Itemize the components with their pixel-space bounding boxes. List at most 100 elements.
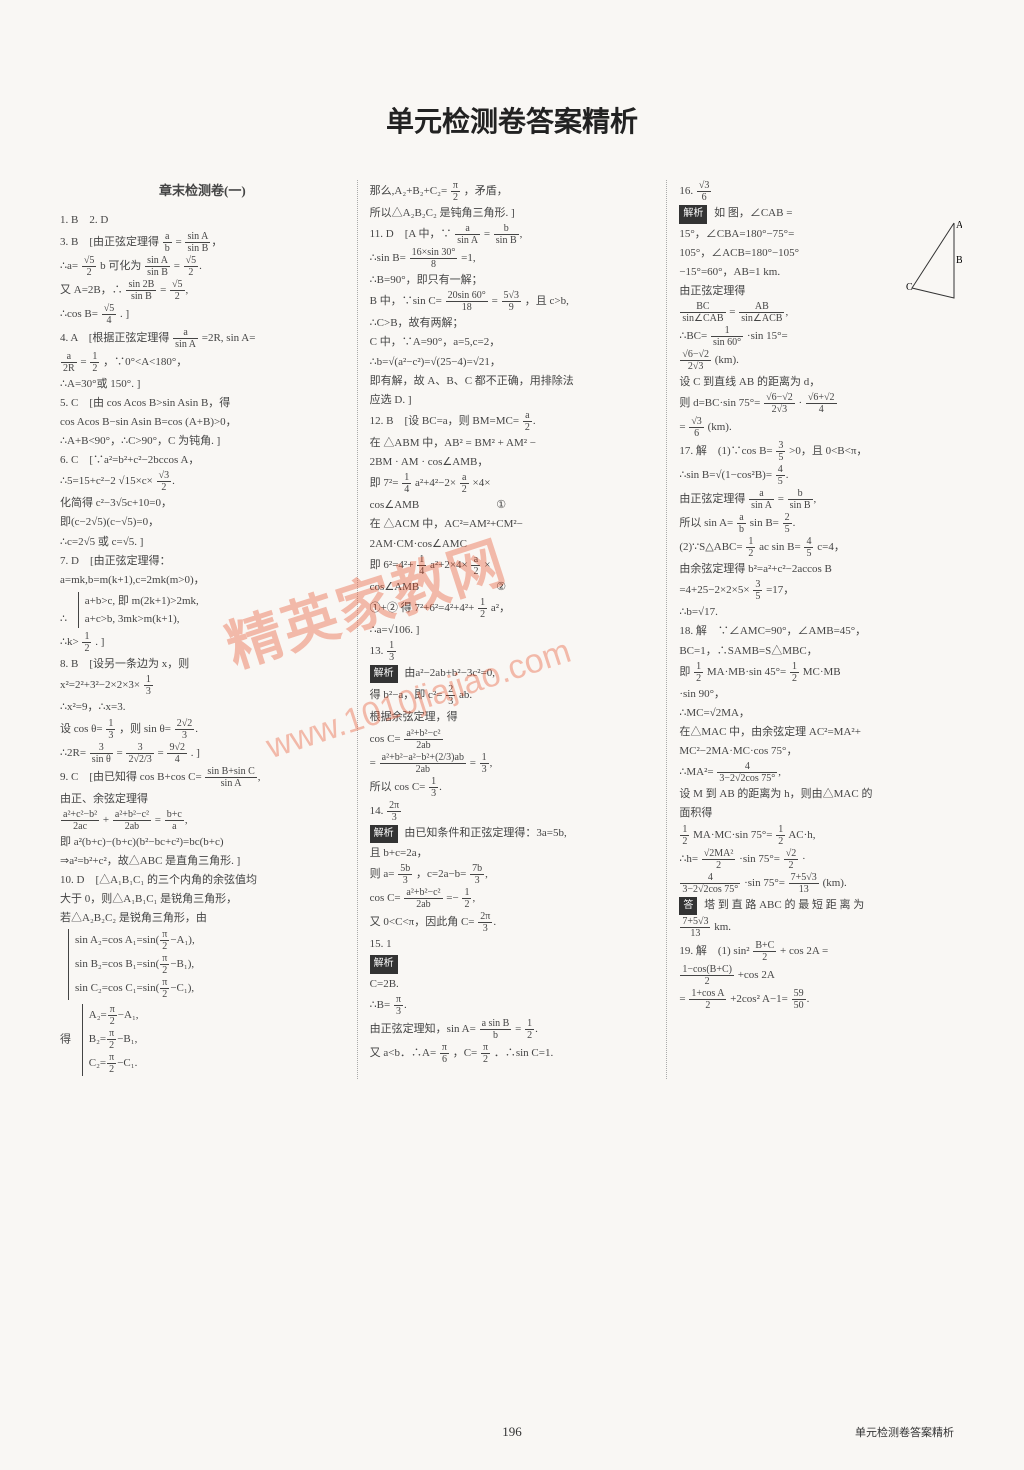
q16-l8: √6−√22√3 (km). bbox=[679, 349, 964, 372]
q17-l6: 由余弦定理得 b²=a²+c²−2accos B bbox=[679, 560, 964, 578]
q14-ans: 14. 2π3 bbox=[370, 800, 655, 823]
q12-l3: 2BM · AM · cos∠AMB， bbox=[370, 453, 655, 471]
q13-ans: 13. 13 bbox=[370, 640, 655, 663]
q12-l11: ∴a=√106. ] bbox=[370, 621, 655, 639]
q12-l7: 2AM·CM·cos∠AMC bbox=[370, 535, 655, 553]
q9-l5: ⇒a²=b²+c²，故△ABC 是直角三角形. ] bbox=[60, 852, 345, 870]
answer-label: 答 bbox=[679, 897, 697, 916]
c2-l1: 那么,A₂+B₂+C₂= π2 ，矛盾， bbox=[370, 180, 655, 203]
q12-l5: cos∠AMB ① bbox=[370, 496, 655, 514]
q11-l3: ∴B=90°，即只有一解； bbox=[370, 271, 655, 289]
q11-l5: ∴C>B，故有两解； bbox=[370, 314, 655, 332]
q18-l11: 12 MA·MC·sin 75°= 12 AC·h, bbox=[679, 824, 964, 847]
q11-l6: C 中，∵A=90°，a=5,c=2， bbox=[370, 333, 655, 351]
q13-l3: 根据余弦定理，得 bbox=[370, 708, 655, 726]
q13-l6: 所以 cos C= 13. bbox=[370, 776, 655, 799]
analysis-label: 解析 bbox=[679, 205, 707, 224]
q5-l3: ∴A+B<90°，∴C>90°，C 为钝角. ] bbox=[60, 432, 345, 450]
q17-l1: 17. 解 (1)∵cos B= 35 >0，且 0<B<π， bbox=[679, 440, 964, 463]
q7-l2: a=mk,b=m(k+1),c=2mk(m>0)， bbox=[60, 571, 345, 589]
column-1: 章末检测卷(一) 1. B 2. D 3. B [由正弦定理得 ab = sin… bbox=[60, 180, 345, 1079]
q9-l1: 9. C [由已知得 cos B+cos C= sin B+sin Csin A… bbox=[60, 766, 345, 789]
q8-l1: 8. B [设另一条边为 x，则 bbox=[60, 655, 345, 673]
q6-l1: 6. C [∵a²=b²+c²−2bccos A， bbox=[60, 451, 345, 469]
q18-l10: 面积得 bbox=[679, 804, 964, 822]
q14-l1: 解析 由已知条件和正弦定理得：3a=5b, bbox=[370, 824, 655, 844]
q19-l2: 1−cos(B+C)2 +cos 2A bbox=[679, 964, 964, 987]
q14-l3: 则 a= 5b3 ，c=2a−b= 7b3, bbox=[370, 863, 655, 886]
q7-l1: 7. D [由正弦定理得： bbox=[60, 552, 345, 570]
column-separator-2 bbox=[666, 180, 667, 1079]
q18-l1: 18. 解 ∵∠AMC=90°，∠AMB=45°， bbox=[679, 622, 964, 640]
q15-l3: 由正弦定理知，sin A= a sin Bb = 12. bbox=[370, 1018, 655, 1041]
q18-l3: 即 12 MA·MB·sin 45°= 12 MC·MB bbox=[679, 661, 964, 684]
q16-l9: 设 C 到直线 AB 的距离为 d， bbox=[679, 373, 964, 391]
q15-l1: C=2B. bbox=[370, 975, 655, 993]
q16-l11: = √36 (km). bbox=[679, 416, 964, 439]
q7-brace: ∴ a+b>c, 即 m(2k+1)>2mk, a+c>b, 3mk>m(k+1… bbox=[60, 590, 345, 630]
column-3: A B C 16. √36 解析 如 图，∠CAB = 15°，∠CBA=180… bbox=[679, 180, 964, 1079]
q11-l8: 即有解，故 A、B、C 都不正确，用排除法 bbox=[370, 372, 655, 390]
q18-l5: ∴MC=√2MA， bbox=[679, 704, 964, 722]
q10-lead: 得 A₂=π2−A₁, B₂=π2−B₁, C₂=π2−C₁. bbox=[60, 1002, 345, 1078]
q11-l1: 11. D [A 中，∵ asin A = bsin B, bbox=[370, 223, 655, 246]
q3-l2: ∴a= √52 b 可化为 sin Asin B = √52. bbox=[60, 255, 345, 278]
q9-l3: a²+c²−b²2ac + a²+b²−c²2ab = b+ca, bbox=[60, 809, 345, 832]
q10-l1: 10. D [△A₁B₁C₁ 的三个内角的余弦值均 bbox=[60, 871, 345, 889]
analysis-label: 解析 bbox=[370, 665, 398, 684]
q10-brace1: sin A₂=cos A₁=sin(π2−A₁), sin B₂=cos B₁=… bbox=[68, 929, 345, 1000]
q13-l5: = a²+b²−a²−b²+(2/3)ab2ab = 13, bbox=[370, 752, 655, 775]
q17-l2: ∴sin B=√(1−cos²B)= 45. bbox=[679, 464, 964, 487]
q16-l10: 则 d=BC·sin 75°= √6−√22√3 · √6+√24 bbox=[679, 392, 964, 415]
q17-l8: ∴b=√17. bbox=[679, 603, 964, 621]
q12-l8: 即 6²=4²+ 14 a²+2×4× a2 × bbox=[370, 554, 655, 577]
q8-l2: x²=2²+3²−2×2×3× 13 bbox=[60, 674, 345, 697]
q15-analysis: 解析 bbox=[370, 954, 655, 974]
q18-l8: ∴MA²= 43−2√2cos 75°, bbox=[679, 761, 964, 784]
content-columns: 章末检测卷(一) 1. B 2. D 3. B [由正弦定理得 ab = sin… bbox=[60, 180, 964, 1079]
q14-l2: 且 b+c=2a， bbox=[370, 844, 655, 862]
chapter-subtitle: 章末检测卷(一) bbox=[60, 180, 345, 201]
q3-l3: 又 A=2B，∴ sin 2Bsin B = √52, bbox=[60, 279, 345, 302]
q19-l3: = 1+cos A2 +2cos² A−1= 5950. bbox=[679, 988, 964, 1011]
c2-l2: 所以△A₂B₂C₂ 是钝角三角形. ] bbox=[370, 204, 655, 222]
q18-ans: 答 塔 到 直 路 ABC 的 最 短 距 离 为 bbox=[679, 896, 964, 916]
svg-text:B: B bbox=[956, 255, 962, 266]
q4-l3: ∴A=30°或 150°. ] bbox=[60, 375, 345, 393]
q18-l2: BC=1，∴SAMB=S△MBC， bbox=[679, 642, 964, 660]
q12-l4: 即 7²= 14 a²+4²−2× a2 ×4× bbox=[370, 472, 655, 495]
q8-l5: ∴2R= 3sin θ = 32√2/3 = 9√24 . ] bbox=[60, 742, 345, 765]
main-title: 单元检测卷答案精析 bbox=[60, 100, 964, 140]
q6-l2: ∴5=15+c²−2 √15×c× √32. bbox=[60, 470, 345, 493]
q18-l6: 在△MAC 中，由余弦定理 AC²=MA²+ bbox=[679, 723, 964, 741]
q3-l4: ∴cos B= √54 . ] bbox=[60, 303, 345, 326]
q17-l3: 由正弦定理得 asin A = bsin B, bbox=[679, 488, 964, 511]
q15-ans: 15. 1 bbox=[370, 935, 655, 953]
analysis-label: 解析 bbox=[370, 955, 398, 974]
triangle-diagram-icon: A B C bbox=[904, 218, 962, 308]
q7-l4: ∴k> 12 . ] bbox=[60, 631, 345, 654]
q4-l1: 4. A [根据正弦定理得 asin A =2R, sin A= bbox=[60, 327, 345, 350]
q6-l4: 即(c−2√5)(c−√5)=0， bbox=[60, 513, 345, 531]
q13-l2: 得 b²−a，即 c²= 23 ab. bbox=[370, 684, 655, 707]
q16-ans: 16. √36 bbox=[679, 180, 964, 203]
q16-l7: ∴BC= 1sin 60° ·sin 15°= bbox=[679, 325, 964, 348]
q18-l12: ∴h= √2MA²2 ·sin 75°= √22 · bbox=[679, 848, 964, 871]
q11-l2: ∴sin B= 16×sin 30°8 =1, bbox=[370, 247, 655, 270]
q18-l7: MC²−2MA·MC·cos 75°， bbox=[679, 742, 964, 760]
q17-l7: =4+25−2×2×5× 35 =17， bbox=[679, 579, 964, 602]
q5-l1: 5. C [由 cos Acos B>sin Asin B，得 bbox=[60, 394, 345, 412]
q8-l3: ∴x²=9，∴x=3. bbox=[60, 698, 345, 716]
svg-text:A: A bbox=[956, 220, 962, 231]
q11-l4: B 中，∵sin C= 20sin 60°18 = 5√39 ，且 c>b, bbox=[370, 290, 655, 313]
q11-l7: ∴b=√(a²−c²)=√(25−4)=√21， bbox=[370, 353, 655, 371]
q13-l4: cos C= a²+b²−c²2ab bbox=[370, 728, 655, 751]
q10-l2: 大于 0，则△A₁B₁C₁ 是锐角三角形， bbox=[60, 890, 345, 908]
q18-l4: ·sin 90°， bbox=[679, 685, 964, 703]
q8-l4: 设 cos θ= 13 ，则 sin θ= 2√23. bbox=[60, 718, 345, 741]
q19-l1: 19. 解 (1) sin² B+C2 + cos 2A = bbox=[679, 940, 964, 963]
footer-right-label: 单元检测卷答案精析 bbox=[855, 1424, 954, 1440]
q17-l5: (2)∵S△ABC= 12 ac sin B= 45 c=4， bbox=[679, 536, 964, 559]
q15-l4: 又 a<b．∴A= π6 ，C= π2 ．∴sin C=1. bbox=[370, 1042, 655, 1065]
q17-l4: 所以 sin A= ab sin B= 25. bbox=[679, 512, 964, 535]
